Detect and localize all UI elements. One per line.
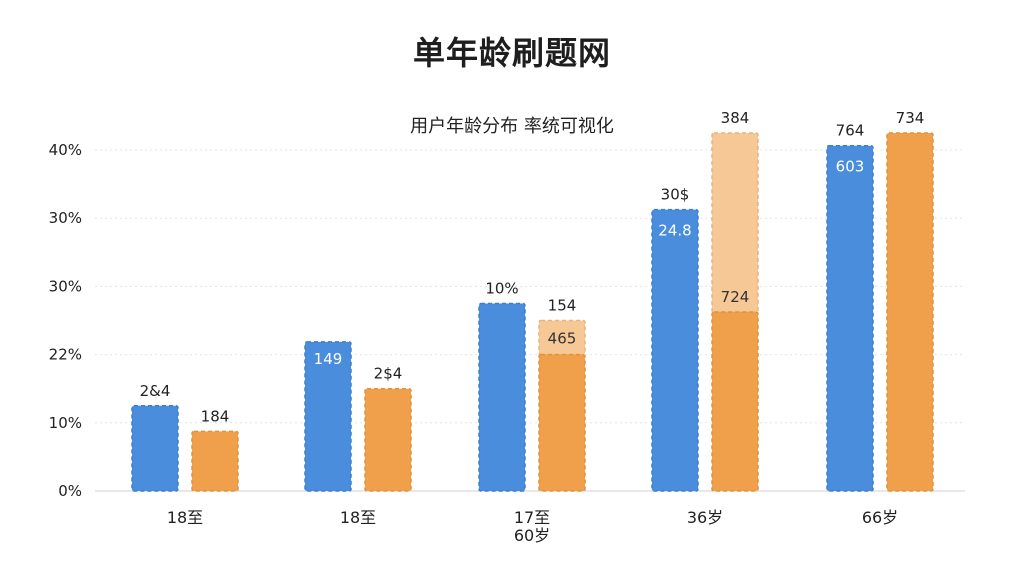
bar-blue xyxy=(826,144,874,492)
bar-value-label: 734 xyxy=(896,109,925,127)
y-tick-label: 30% xyxy=(49,277,82,295)
bar-value-label: 2$4 xyxy=(374,365,403,383)
x-category-label: 18至 xyxy=(340,508,376,527)
bar-inner-label: 603 xyxy=(836,158,865,176)
bar-orange xyxy=(191,430,239,492)
y-tick-label: 22% xyxy=(49,346,82,364)
bar-blue xyxy=(131,405,179,492)
bar-orange xyxy=(364,387,412,492)
bar-orange xyxy=(886,132,934,492)
bar-value-label: 30$ xyxy=(661,186,690,204)
bar-value-label: 154 xyxy=(548,297,577,315)
x-category-label: 36岁 xyxy=(687,508,723,527)
bar-inner-label: 24.8 xyxy=(658,222,691,240)
x-category-label: 60岁 xyxy=(514,526,550,545)
bar-value-label: 764 xyxy=(836,122,865,140)
bar-orange xyxy=(538,353,586,492)
bar-value-label: 10% xyxy=(485,279,518,297)
bar-blue xyxy=(478,302,526,492)
bar-value-label: 384 xyxy=(721,109,750,127)
x-category-label: 18至 xyxy=(167,508,203,527)
y-tick-label: 0% xyxy=(58,482,82,500)
bar-blue xyxy=(651,208,699,492)
bar-orange xyxy=(711,311,759,492)
bar-value-label: 2&4 xyxy=(140,382,171,400)
chart-title: 单年龄刷题网 xyxy=(412,34,611,72)
bar-upper-segment xyxy=(711,132,759,313)
bar-upper-label: 465 xyxy=(548,330,577,348)
bar-blue xyxy=(304,341,352,492)
bar-value-label: 184 xyxy=(201,407,230,425)
x-category-label: 17至 xyxy=(514,508,550,527)
bar-upper-label: 724 xyxy=(721,288,750,306)
y-tick-label: 30% xyxy=(49,209,82,227)
y-tick-label: 40% xyxy=(49,141,82,159)
y-tick-label: 10% xyxy=(49,414,82,432)
chart-subtitle: 用户年龄分布 率统可视化 xyxy=(410,116,614,137)
bar-value-label: 149 xyxy=(314,350,343,368)
x-category-label: 66岁 xyxy=(862,508,898,527)
